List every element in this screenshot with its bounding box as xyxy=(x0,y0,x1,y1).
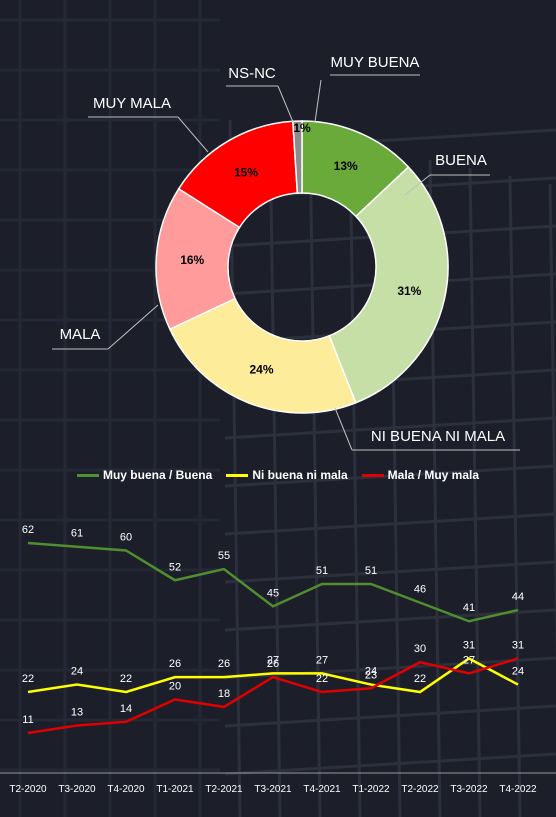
label-leader-line xyxy=(177,116,209,153)
data-label: 46 xyxy=(414,584,426,596)
x-tick-label: T1-2021 xyxy=(156,784,194,795)
line-chart-legend: Muy buena / Buena Ni buena ni mala Mala … xyxy=(0,468,556,482)
x-tick-label: T2-2020 xyxy=(9,784,47,795)
donut-category-label: BUENA xyxy=(435,152,487,169)
building-column xyxy=(508,175,522,817)
x-tick-label: T4-2022 xyxy=(499,784,537,795)
data-label: 27 xyxy=(267,654,279,666)
legend-label-red: Mala / Muy mala xyxy=(387,468,480,482)
data-label: 60 xyxy=(120,531,132,543)
x-tick-label: T3-2021 xyxy=(254,784,292,795)
data-label: 27 xyxy=(463,654,475,666)
data-label: 22 xyxy=(316,673,328,685)
building-floor xyxy=(224,512,556,536)
building-column xyxy=(548,183,556,659)
data-label: 23 xyxy=(365,669,377,681)
building-floor xyxy=(224,416,556,440)
building-grid-left xyxy=(0,0,220,817)
donut-slice-6 xyxy=(292,120,303,194)
building-floor xyxy=(224,752,556,776)
label-leader-line xyxy=(404,174,431,196)
label-leader-line xyxy=(277,85,294,123)
data-label: 62 xyxy=(22,524,34,536)
donut-slice-2 xyxy=(328,165,449,404)
donut-value-label: 24% xyxy=(249,362,273,376)
donut-value-label: 31% xyxy=(397,284,421,298)
donut-category-label: MUY MALA xyxy=(93,95,171,112)
legend-item-yellow: Ni buena ni mala xyxy=(226,468,348,482)
building-floor xyxy=(224,656,556,680)
x-tick-label: T3-2022 xyxy=(450,784,488,795)
donut-chart: 13% 31% 24% 16% 15% 1% MUY BUENA BUENA NI BUENA … xyxy=(52,54,520,451)
building-floor xyxy=(224,704,556,728)
data-label: 24 xyxy=(365,666,377,678)
building-floor xyxy=(224,464,556,488)
building-column xyxy=(348,143,362,817)
donut-category-label: NI BUENA NI MALA xyxy=(371,428,505,445)
x-tick-label: T3-2020 xyxy=(58,784,96,795)
data-label: 27 xyxy=(316,654,328,666)
series-line-1 xyxy=(27,541,519,623)
data-label: 22 xyxy=(22,673,34,685)
legend-swatch-yellow xyxy=(226,473,249,477)
donut-category-label: NS-NC xyxy=(228,65,276,82)
legend-swatch-green xyxy=(76,473,99,477)
data-label: 51 xyxy=(316,565,328,577)
label-leader-line xyxy=(107,304,159,350)
donut-category-label: MUY BUENA xyxy=(331,54,420,71)
x-tick-label: T2-2022 xyxy=(401,784,439,795)
data-label: 30 xyxy=(414,643,426,655)
data-label: 26 xyxy=(267,658,279,670)
donut-slice-3 xyxy=(168,297,357,414)
data-label: 18 xyxy=(218,688,230,700)
x-tick-label: T2-2021 xyxy=(205,784,243,795)
legend-swatch-red xyxy=(361,473,384,477)
data-label: 41 xyxy=(463,602,475,614)
building-column xyxy=(468,167,482,817)
donut-value-label: 15% xyxy=(234,165,258,179)
data-label: 51 xyxy=(365,565,377,577)
data-label: 31 xyxy=(463,639,475,651)
data-label: 26 xyxy=(169,658,181,670)
building-column xyxy=(308,135,322,817)
series-line-3 xyxy=(27,657,519,735)
legend-label-green: Muy buena / Buena xyxy=(102,468,213,482)
x-tick-label: T4-2021 xyxy=(303,784,341,795)
x-tick-label: T4-2020 xyxy=(107,784,145,795)
data-label: 11 xyxy=(22,714,33,726)
data-label: 45 xyxy=(267,587,279,599)
donut-value-label: 1% xyxy=(293,121,311,135)
building-floor xyxy=(224,560,556,584)
donut-value-label: 16% xyxy=(180,253,204,267)
data-label: 24 xyxy=(512,666,524,678)
data-label: 61 xyxy=(71,528,83,540)
data-label: 14 xyxy=(120,703,132,715)
data-label: 13 xyxy=(71,707,83,719)
data-label: 26 xyxy=(218,658,230,670)
data-label: 22 xyxy=(120,673,132,685)
x-tick-label: T1-2022 xyxy=(352,784,390,795)
series-line-2 xyxy=(27,657,519,694)
label-leader-line xyxy=(334,407,353,451)
donut-category-label: MALA xyxy=(60,326,101,343)
data-label: 31 xyxy=(512,639,524,651)
data-label: 24 xyxy=(71,666,83,678)
legend-item-red: Mala / Muy mala xyxy=(361,468,480,482)
donut-value-label: 13% xyxy=(334,159,358,173)
data-label: 44 xyxy=(512,591,524,603)
data-label: 52 xyxy=(169,561,181,573)
legend-label-yellow: Ni buena ni mala xyxy=(252,468,348,482)
legend-item-green: Muy buena / Buena xyxy=(76,468,213,482)
data-label: 20 xyxy=(169,680,181,692)
data-label: 55 xyxy=(218,550,230,562)
data-label: 22 xyxy=(414,673,426,685)
label-leader-line xyxy=(314,79,322,123)
